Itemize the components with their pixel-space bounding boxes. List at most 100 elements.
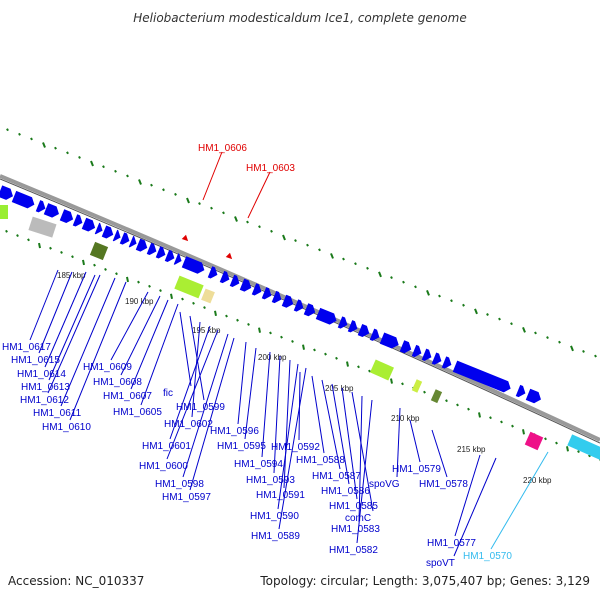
- gene-arrow[interactable]: [347, 320, 360, 334]
- feature-block-olive[interactable]: [89, 241, 109, 261]
- feature-block-tan[interactable]: [201, 288, 215, 304]
- gene-label-connector: [140, 303, 179, 406]
- gene-arrow[interactable]: [337, 316, 350, 330]
- gene-label[interactable]: HM1_0587: [312, 471, 361, 482]
- feature-block-olive-2[interactable]: [430, 389, 443, 404]
- gene-label[interactable]: HM1_0582: [329, 545, 378, 556]
- gene-arrow[interactable]: [261, 287, 274, 301]
- gene-label[interactable]: HM1_0600: [139, 461, 188, 472]
- gene-arrow[interactable]: [399, 340, 414, 355]
- track-dot: [102, 165, 105, 169]
- gene-arrow[interactable]: [81, 217, 98, 234]
- gene-label[interactable]: HM1_0598: [155, 479, 204, 490]
- gene-arrow[interactable]: [379, 332, 401, 351]
- gene-label[interactable]: HM1_0597: [162, 492, 211, 503]
- gene-arrow[interactable]: [239, 278, 254, 294]
- gene-arrow[interactable]: [271, 290, 284, 305]
- feature-block-green[interactable]: [0, 205, 8, 219]
- gene-arrow[interactable]: [119, 232, 132, 246]
- gene-label[interactable]: comC: [345, 513, 371, 524]
- gene-label[interactable]: HM1_0613: [21, 382, 70, 393]
- gene-label[interactable]: spoVT: [426, 558, 455, 569]
- gene-arrow[interactable]: [59, 209, 76, 225]
- gene-arrow[interactable]: [101, 225, 116, 240]
- highlight-marker-0606[interactable]: [181, 234, 190, 243]
- gene-label[interactable]: HM1_0589: [251, 531, 300, 542]
- gene-label[interactable]: HM1_0592: [271, 442, 320, 453]
- gene-label[interactable]: HM1_0586: [321, 486, 370, 497]
- gene-arrow[interactable]: [441, 356, 454, 370]
- gene-label[interactable]: HM1_0585: [329, 501, 378, 512]
- gene-label[interactable]: HM1_0614: [17, 369, 66, 380]
- gene-label[interactable]: HM1_0602: [164, 419, 213, 430]
- gene-arrow[interactable]: [164, 249, 177, 264]
- gene-label[interactable]: HM1_0601: [142, 441, 191, 452]
- gene-arrow[interactable]: [43, 203, 61, 219]
- gene-arrow[interactable]: [112, 229, 123, 243]
- gene-label[interactable]: fic: [163, 388, 173, 399]
- gene-arrow[interactable]: [207, 266, 220, 280]
- gene-label[interactable]: HM1_0583: [331, 524, 380, 535]
- gene-arrow[interactable]: [515, 384, 528, 399]
- gene-label[interactable]: HM1_0611: [33, 408, 82, 419]
- gene-label[interactable]: HM1_0579: [392, 464, 441, 475]
- gene-arrow[interactable]: [146, 242, 159, 257]
- feature-block-cyan[interactable]: [567, 434, 600, 462]
- gene-label[interactable]: HM1_0599: [176, 402, 225, 413]
- gene-arrow[interactable]: [525, 388, 543, 405]
- gene-label[interactable]: HM1_0594: [234, 459, 283, 470]
- gene-label[interactable]: HM1_0596: [210, 426, 259, 437]
- highlight-marker-0603[interactable]: [225, 252, 234, 261]
- gene-arrow[interactable]: [315, 307, 339, 327]
- track-dot: [114, 169, 117, 173]
- gene-arrow[interactable]: [357, 324, 372, 339]
- gene-arrow[interactable]: [251, 283, 264, 297]
- gene-arrow[interactable]: [219, 270, 232, 285]
- gene-arrow[interactable]: [72, 214, 85, 228]
- gene-label[interactable]: HM1_0595: [217, 441, 266, 452]
- gene-label[interactable]: HM1_0588: [296, 455, 345, 466]
- gene-label[interactable]: HM1_0578: [419, 479, 468, 490]
- feature-block-lime[interactable]: [174, 275, 204, 299]
- feature-block-yellowgreen[interactable]: [411, 379, 423, 393]
- gene-arrow[interactable]: [35, 200, 48, 214]
- feature-block-magenta[interactable]: [524, 431, 544, 451]
- gene-arrow[interactable]: [155, 246, 168, 260]
- gene-label[interactable]: HM1_0590: [250, 511, 299, 522]
- gene-arrow[interactable]: [421, 348, 434, 363]
- highlight-label-0603[interactable]: HM1_0603: [246, 163, 295, 174]
- gene-label[interactable]: HM1_0591: [256, 490, 305, 501]
- gene-arrow[interactable]: [369, 328, 382, 343]
- gene-arrow[interactable]: [128, 235, 139, 249]
- gene-label[interactable]: HM1_0615: [11, 355, 60, 366]
- gene-label[interactable]: HM1_0610: [42, 422, 91, 433]
- gene-label[interactable]: spoVG: [369, 479, 400, 490]
- feature-block-gray[interactable]: [28, 216, 57, 238]
- gene-label[interactable]: HM1_0609: [83, 362, 132, 373]
- gene-label[interactable]: HM1_0593: [246, 475, 295, 486]
- gene-label[interactable]: HM1_0617: [2, 342, 51, 353]
- feature-block-lime-2[interactable]: [370, 359, 394, 381]
- gene-arrow[interactable]: [293, 299, 306, 313]
- gene-arrow[interactable]: [229, 274, 242, 289]
- gene-label[interactable]: HM1_0607: [103, 391, 152, 402]
- gene-label[interactable]: HM1_0612: [20, 395, 69, 406]
- gene-arrow[interactable]: [135, 238, 150, 254]
- gene-label[interactable]: HM1_0608: [93, 377, 142, 388]
- gene-arrow[interactable]: [173, 253, 184, 266]
- gene-arrow[interactable]: [94, 222, 105, 236]
- gene-arrow[interactable]: [181, 256, 207, 275]
- gene-label[interactable]: HM1_0577: [427, 538, 476, 549]
- gene-label-connector: [298, 371, 301, 441]
- gene-arrow[interactable]: [0, 185, 15, 201]
- gene-arrow[interactable]: [452, 360, 513, 395]
- highlight-label-0606[interactable]: HM1_0606: [198, 143, 247, 154]
- gene-arrow[interactable]: [11, 190, 37, 210]
- track-dot: [486, 313, 489, 316]
- gene-arrow[interactable]: [303, 303, 318, 318]
- gene-label[interactable]: HM1_0605: [113, 407, 162, 418]
- gene-label[interactable]: HM1_0570: [463, 551, 512, 562]
- gene-arrow[interactable]: [411, 344, 424, 359]
- gene-arrow[interactable]: [431, 352, 444, 367]
- gene-arrow[interactable]: [281, 294, 296, 310]
